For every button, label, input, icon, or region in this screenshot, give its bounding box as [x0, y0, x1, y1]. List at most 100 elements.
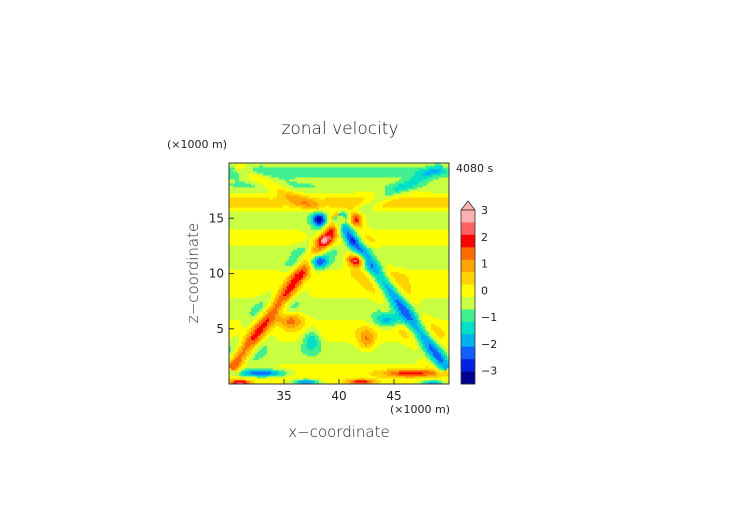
heatmap-cell	[253, 371, 256, 375]
heatmap-cell	[255, 349, 258, 353]
heatmap-cell	[345, 343, 348, 347]
heatmap-cell	[363, 313, 366, 317]
heatmap-cell	[249, 359, 252, 363]
heatmap-cell	[291, 315, 294, 319]
heatmap-cell	[297, 345, 300, 349]
heatmap-cell	[309, 313, 312, 317]
heatmap-cell	[303, 305, 306, 309]
heatmap-cell	[399, 331, 402, 335]
heatmap-cell	[433, 339, 436, 343]
heatmap-cell	[307, 335, 310, 339]
heatmap-cell	[237, 373, 240, 377]
heatmap-cell	[323, 305, 326, 309]
heatmap-cell	[337, 299, 340, 302]
heatmap-cell	[255, 371, 258, 375]
heatmap-cell	[429, 325, 432, 329]
heatmap-cell	[421, 369, 424, 373]
heatmap-cell	[353, 375, 356, 379]
heatmap-cell	[313, 321, 316, 325]
heatmap-cell	[375, 327, 378, 331]
heatmap-cell	[411, 359, 414, 363]
heatmap-cell	[255, 299, 258, 302]
heatmap-cell	[249, 335, 252, 339]
heatmap-cell	[283, 337, 286, 341]
heatmap-cell	[401, 333, 404, 337]
heatmap-cell	[417, 293, 420, 296]
heatmap-cell	[231, 363, 234, 367]
heatmap-cell	[239, 341, 242, 345]
heatmap-cell	[229, 325, 232, 329]
heatmap-cell	[341, 295, 344, 298]
heatmap-cell	[259, 313, 262, 317]
heatmap-cell	[279, 371, 282, 375]
heatmap-cell	[427, 307, 430, 311]
heatmap-cell	[343, 337, 346, 341]
heatmap-cell	[333, 311, 336, 315]
heatmap-cell	[333, 371, 336, 375]
heatmap-cell	[311, 363, 314, 367]
heatmap-cell	[365, 381, 368, 385]
heatmap-cell	[247, 381, 250, 385]
heatmap-cell	[437, 307, 440, 311]
heatmap-cell	[441, 369, 444, 373]
heatmap-cell	[399, 313, 402, 317]
heatmap-cell	[295, 323, 298, 327]
heatmap-cell	[291, 299, 294, 302]
heatmap-cell	[339, 343, 342, 347]
heatmap-cell	[377, 293, 380, 296]
heatmap-cell	[253, 337, 256, 341]
heatmap-cell	[397, 315, 400, 319]
heatmap-cell	[287, 301, 290, 304]
heatmap-cell	[445, 325, 448, 329]
heatmap-cell	[273, 331, 276, 335]
heatmap-cell	[347, 353, 350, 357]
heatmap-cell	[427, 299, 430, 302]
heatmap-cell	[443, 315, 446, 319]
heatmap-cell	[445, 373, 448, 377]
heatmap-cell	[285, 291, 288, 294]
heatmap-cell	[269, 371, 272, 375]
heatmap-cell	[287, 315, 290, 319]
heatmap-cell	[285, 337, 288, 341]
heatmap-cell	[323, 323, 326, 327]
heatmap-cell	[239, 291, 242, 294]
heatmap-cell	[265, 327, 268, 331]
heatmap-cell	[411, 347, 414, 351]
heatmap-cell	[395, 345, 398, 349]
heatmap-cell	[243, 303, 246, 306]
heatmap-cell	[313, 295, 316, 298]
heatmap-cell	[387, 325, 390, 329]
heatmap-cell	[403, 303, 406, 306]
heatmap-cell	[437, 305, 440, 309]
heatmap-cell	[387, 345, 390, 349]
heatmap-cell	[431, 325, 434, 329]
heatmap-cell	[413, 367, 416, 371]
heatmap-cell	[431, 331, 434, 335]
heatmap-cell	[271, 339, 274, 343]
heatmap-cell	[303, 317, 306, 321]
heatmap-cell	[421, 371, 424, 375]
heatmap-cell	[263, 325, 266, 329]
heatmap-cell	[277, 369, 280, 373]
heatmap-cell	[421, 319, 424, 323]
heatmap-cell	[439, 309, 442, 313]
heatmap-cell	[367, 309, 370, 313]
heatmap-cell	[397, 339, 400, 343]
heatmap-cell	[407, 377, 410, 381]
heatmap-cell	[345, 321, 348, 325]
heatmap-cell	[401, 361, 404, 365]
heatmap-cell	[373, 377, 376, 381]
heatmap-cell	[309, 325, 312, 329]
heatmap-cell	[325, 337, 328, 341]
heatmap-cell	[295, 325, 298, 329]
heatmap-cell	[331, 335, 334, 339]
heatmap-cell	[263, 379, 266, 383]
heatmap-cell	[255, 381, 258, 385]
heatmap-cell	[391, 319, 394, 323]
heatmap-cell	[415, 317, 418, 321]
heatmap-cell	[365, 343, 368, 347]
heatmap-cell	[247, 377, 250, 381]
heatmap-cell	[325, 339, 328, 343]
heatmap-cell	[323, 299, 326, 302]
heatmap-cell	[403, 335, 406, 339]
